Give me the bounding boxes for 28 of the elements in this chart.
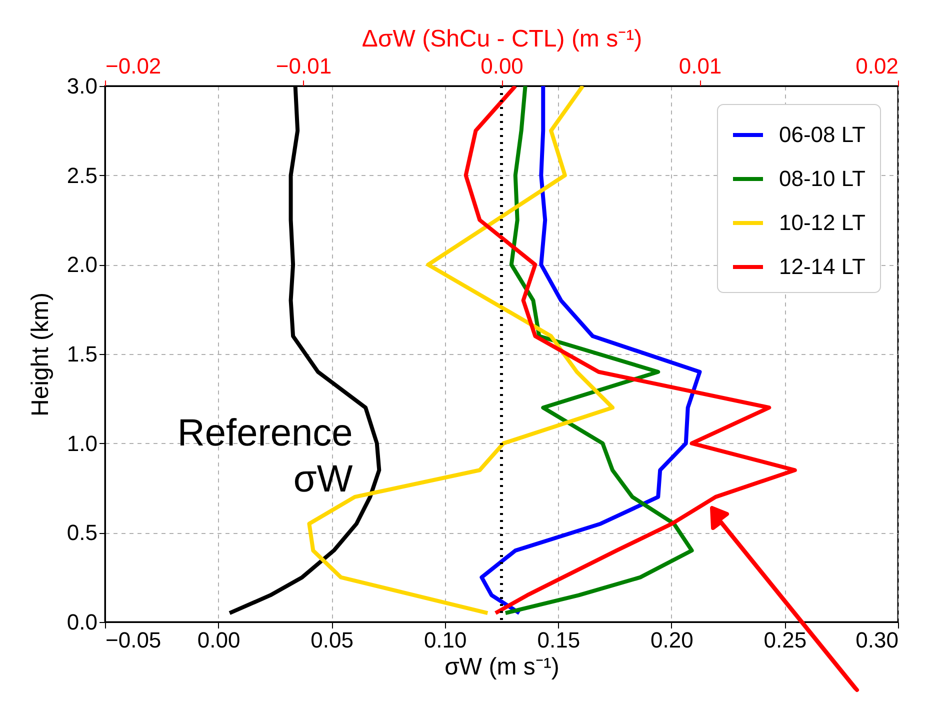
legend-label: 08-10 LT [779, 166, 866, 191]
y-tick-label: 2.0 [66, 252, 98, 278]
x-tick-label: 0.15 [537, 628, 580, 652]
y-tick-label: 0.5 [66, 520, 98, 546]
legend-label: 06-08 LT [779, 122, 866, 147]
y-tick-label: 2.5 [66, 162, 98, 188]
x-axis-title: σW (m s⁻¹) [444, 654, 560, 680]
x-tick-label: 0.25 [764, 628, 807, 652]
x2-tick-label: 0.01 [678, 54, 722, 78]
legend-label: 10-12 LT [779, 210, 866, 235]
x-tick-label: 0.20 [650, 628, 694, 652]
y-tick-label: 1.5 [66, 342, 98, 366]
y-axis-title: Height (km) [26, 292, 54, 417]
x-tick-label: −0.05 [106, 628, 162, 652]
x2-axis-title: ΔσW (ShCu - CTL) (m s⁻¹) [362, 26, 642, 52]
x2-tick-label: −0.01 [276, 54, 332, 78]
y-tick-label: 3.0 [66, 74, 98, 98]
x-tick-label: 0.10 [424, 628, 467, 652]
legend-label: 12-14 LT [779, 254, 866, 279]
x2-tick-label: 0.00 [480, 54, 524, 78]
x-tick-label: 0.30 [856, 628, 898, 652]
series-label: Reference σW [177, 412, 353, 500]
y-tick-label: 1.0 [66, 430, 98, 456]
x-tick-label: 0.05 [310, 628, 354, 652]
x2-tick-label: 0.02 [856, 54, 898, 78]
x-tick-label: 0.00 [197, 628, 240, 652]
y-tick-label: 0.0 [66, 610, 98, 634]
x2-tick-label: −0.02 [106, 54, 162, 78]
